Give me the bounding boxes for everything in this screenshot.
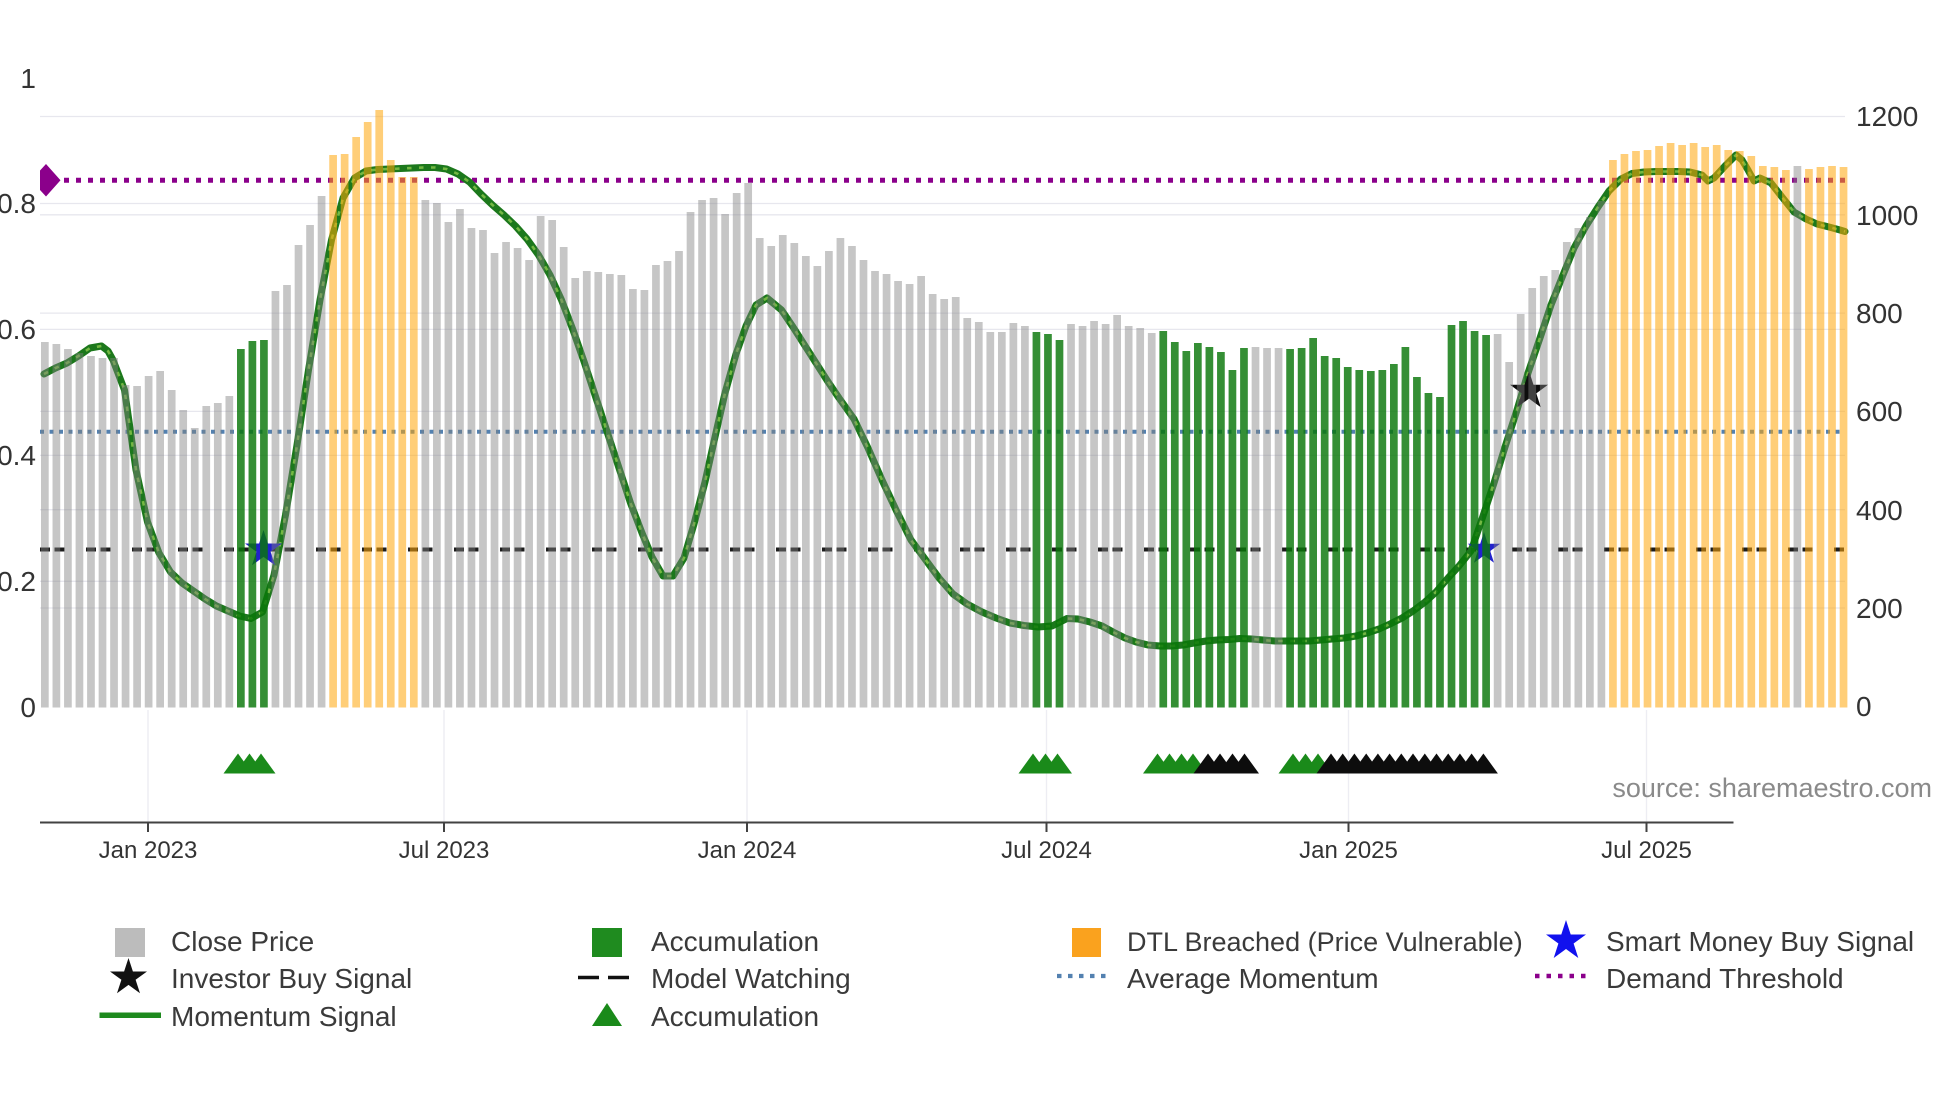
svg-text:Model Watching: Model Watching (651, 963, 851, 994)
svg-text:600: 600 (1856, 396, 1903, 427)
svg-text:Momentum Signal: Momentum Signal (171, 1001, 397, 1032)
svg-text:Jul 2024: Jul 2024 (1001, 837, 1092, 864)
svg-text:Accumulation: Accumulation (651, 926, 819, 957)
svg-text:Jul 2025: Jul 2025 (1601, 837, 1692, 864)
svg-text:Average Momentum: Average Momentum (1127, 963, 1379, 994)
svg-text:1: 1 (20, 63, 36, 94)
svg-text:0: 0 (20, 692, 36, 723)
svg-text:1200: 1200 (1856, 101, 1918, 132)
svg-text:source: sharemaestro.com: source: sharemaestro.com (1612, 773, 1932, 803)
svg-text:0: 0 (1856, 691, 1872, 722)
svg-text:800: 800 (1856, 298, 1903, 329)
svg-text:Jul 2023: Jul 2023 (399, 837, 490, 864)
svg-text:Demand Threshold: Demand Threshold (1606, 963, 1844, 994)
svg-text:200: 200 (1856, 593, 1903, 624)
svg-text:Investor Buy Signal: Investor Buy Signal (171, 963, 412, 994)
svg-text:Jan 2023: Jan 2023 (99, 837, 198, 864)
svg-text:Jan 2024: Jan 2024 (698, 837, 797, 864)
svg-text:DTL Breached (Price Vulnerable: DTL Breached (Price Vulnerable) (1127, 927, 1523, 957)
svg-text:Jan 2025: Jan 2025 (1299, 837, 1398, 864)
svg-text:0.2: 0.2 (0, 566, 36, 597)
svg-text:Accumulation: Accumulation (651, 1001, 819, 1032)
svg-text:Smart Money Buy Signal: Smart Money Buy Signal (1606, 926, 1914, 957)
svg-text:1000: 1000 (1856, 200, 1918, 231)
svg-text:400: 400 (1856, 495, 1903, 526)
svg-text:0.6: 0.6 (0, 314, 36, 345)
svg-text:Close Price: Close Price (171, 926, 314, 957)
svg-text:0.8: 0.8 (0, 188, 36, 219)
svg-text:0.4: 0.4 (0, 440, 36, 471)
